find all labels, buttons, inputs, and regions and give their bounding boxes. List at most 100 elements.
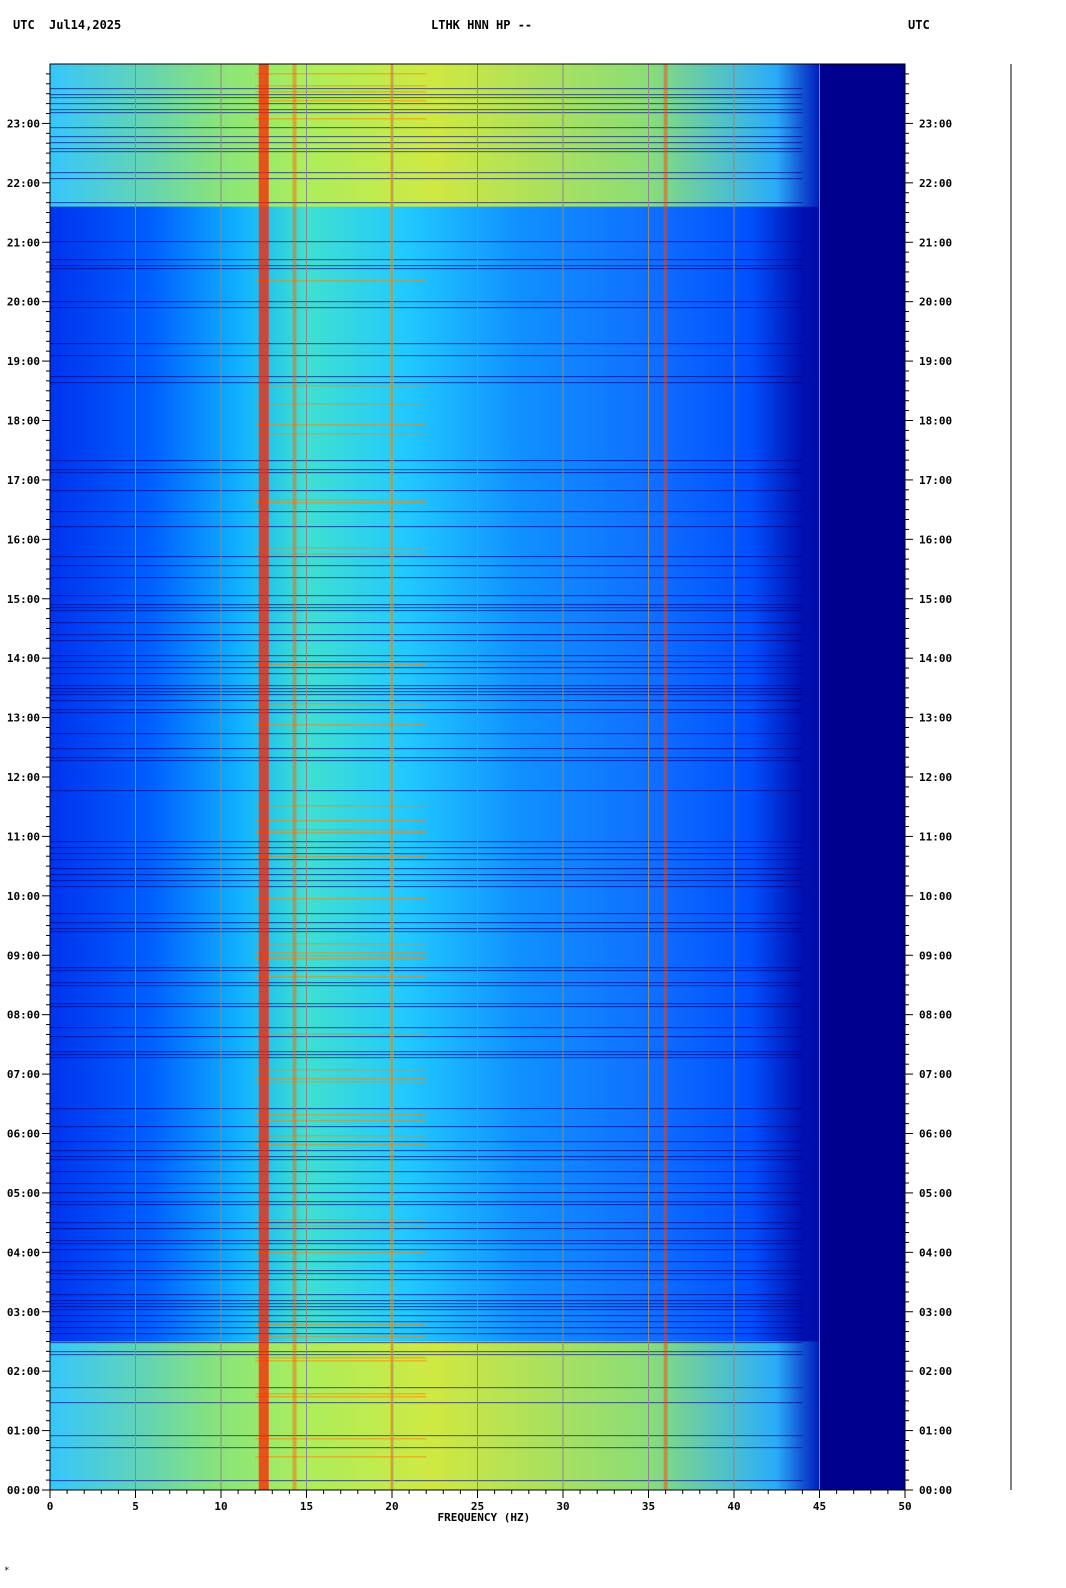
energy-row xyxy=(255,1357,427,1359)
energy-row xyxy=(255,703,427,705)
energy-row xyxy=(255,1033,427,1035)
energy-row xyxy=(255,1360,427,1362)
energy-row xyxy=(255,1114,427,1116)
energy-row xyxy=(255,1144,427,1146)
quiet-row xyxy=(50,136,803,138)
y-tick-label-left: 16:00 xyxy=(7,533,40,546)
quiet-row xyxy=(50,634,803,636)
quiet-row xyxy=(50,733,803,735)
energy-row xyxy=(255,664,427,666)
energy-row xyxy=(255,958,427,960)
quiet-row xyxy=(50,1003,803,1005)
quiet-row xyxy=(50,1279,803,1281)
energy-row xyxy=(255,820,427,822)
quiet-row xyxy=(50,1435,803,1437)
quiet-row xyxy=(50,1027,803,1029)
quiet-row xyxy=(50,760,803,762)
quiet-row xyxy=(50,874,803,876)
energy-row xyxy=(255,1081,427,1083)
energy-row xyxy=(255,829,427,831)
y-tick-label-right: 01:00 xyxy=(919,1425,952,1438)
energy-row xyxy=(255,385,427,387)
energy-row xyxy=(255,499,427,501)
header-right-timezone: UTC xyxy=(908,18,930,32)
y-tick-label-right: 13:00 xyxy=(919,712,952,725)
quiet-row xyxy=(50,1273,803,1275)
quiet-row xyxy=(50,1051,803,1053)
quiet-row xyxy=(50,172,803,174)
quiet-row xyxy=(50,853,803,855)
quiet-row xyxy=(50,604,803,606)
x-tick-label: 15 xyxy=(300,1500,313,1513)
energy-row xyxy=(255,1252,427,1254)
y-tick-label-right: 22:00 xyxy=(919,177,952,190)
quiet-row xyxy=(50,1315,803,1317)
energy-row xyxy=(255,1393,427,1395)
quiet-row xyxy=(50,1300,803,1302)
quiet-row xyxy=(50,259,803,261)
quiet-row xyxy=(50,343,803,345)
x-tick-label: 30 xyxy=(556,1500,569,1513)
y-tick-label-right: 07:00 xyxy=(919,1068,952,1081)
quiet-row xyxy=(50,1057,803,1059)
energy-row xyxy=(255,433,427,435)
energy-row xyxy=(255,553,427,555)
header-date: Jul14,2025 xyxy=(49,18,122,32)
quiet-row xyxy=(50,142,803,144)
y-tick-label-right: 21:00 xyxy=(919,236,952,249)
quiet-row xyxy=(50,931,803,933)
quiet-row xyxy=(50,622,803,624)
quiet-row xyxy=(50,1447,803,1449)
frequency-band xyxy=(258,64,269,1490)
quiet-row xyxy=(50,868,803,870)
y-tick-label-right: 10:00 xyxy=(919,890,952,903)
quiet-row xyxy=(50,1327,803,1329)
quiet-row xyxy=(50,490,803,492)
quiet-row xyxy=(50,1141,803,1143)
energy-row xyxy=(255,91,427,93)
y-tick-label-right: 11:00 xyxy=(919,830,952,843)
energy-row xyxy=(255,547,427,549)
quiet-row xyxy=(50,1333,803,1335)
quiet-row xyxy=(50,1294,803,1296)
quiet-row xyxy=(50,1321,803,1323)
quiet-row xyxy=(50,982,803,984)
x-tick-label: 35 xyxy=(642,1500,655,1513)
quiet-row xyxy=(50,1354,803,1356)
quiet-row xyxy=(50,97,803,99)
y-tick-label-right: 18:00 xyxy=(919,415,952,428)
y-tick-label-right: 16:00 xyxy=(919,533,952,546)
quiet-row xyxy=(50,709,803,711)
energy-row xyxy=(255,1324,427,1326)
x-tick-label: 10 xyxy=(214,1500,227,1513)
quiet-row xyxy=(50,268,803,270)
quiet-row xyxy=(50,1306,803,1308)
quiet-row xyxy=(50,526,803,528)
y-tick-label-left: 08:00 xyxy=(7,1009,40,1022)
quiet-row xyxy=(50,1054,803,1056)
energy-row xyxy=(255,118,427,120)
quiet-row xyxy=(50,967,803,969)
energy-row xyxy=(255,898,427,900)
energy-row xyxy=(255,955,427,957)
energy-row xyxy=(255,1219,427,1221)
y-tick-label-left: 14:00 xyxy=(7,652,40,665)
quiet-row xyxy=(50,109,803,111)
y-tick-label-right: 08:00 xyxy=(919,1009,952,1022)
quiet-row xyxy=(50,700,803,702)
energy-row xyxy=(255,832,427,834)
quiet-row xyxy=(50,1351,803,1353)
y-tick-label-right: 23:00 xyxy=(919,117,952,130)
energy-row xyxy=(255,1438,427,1440)
energy-row xyxy=(255,1135,427,1137)
energy-row xyxy=(255,943,427,945)
energy-row xyxy=(255,1396,427,1398)
y-tick-label-right: 00:00 xyxy=(919,1484,952,1497)
y-tick-label-left: 06:00 xyxy=(7,1128,40,1141)
quiet-row xyxy=(50,694,803,696)
quiet-row xyxy=(50,859,803,861)
quiet-row xyxy=(50,970,803,972)
quiet-row xyxy=(50,847,803,849)
quiet-row xyxy=(50,1387,803,1389)
y-tick-label-right: 03:00 xyxy=(919,1306,952,1319)
